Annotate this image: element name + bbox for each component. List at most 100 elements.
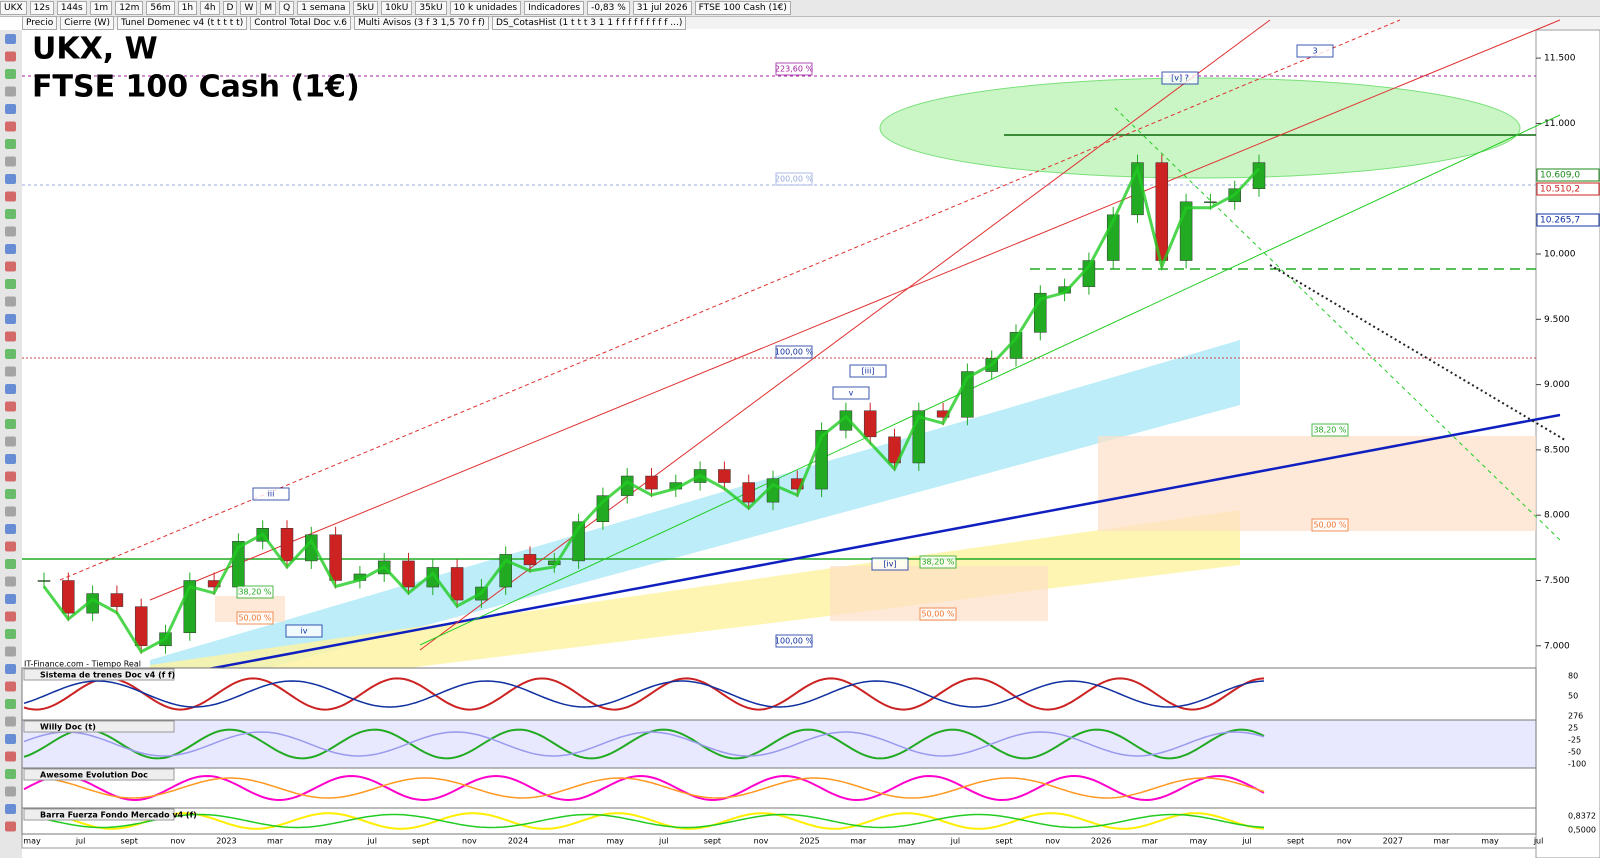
tool-icon (5, 506, 16, 517)
tool-icon (5, 611, 16, 622)
tool-icon (5, 314, 16, 324)
indicator-line (23, 728, 1265, 760)
toolbar-button[interactable]: 4h (200, 1, 220, 15)
layer-toggle[interactable]: Cierre (W) (60, 16, 114, 30)
toolbar-button[interactable]: 10 k unidades (449, 1, 522, 15)
candle (863, 410, 877, 438)
toolbar-button[interactable]: UKX (0, 1, 27, 15)
tool-icon (5, 51, 16, 62)
tool-icon (5, 699, 16, 709)
toolbar-button[interactable]: D (222, 1, 238, 15)
layer-toggle[interactable]: Multi Avisos (3 f 3 1,5 70 f f) (353, 16, 489, 30)
indicator-line (23, 813, 1265, 829)
annotation-box (919, 607, 957, 621)
toolbar-button[interactable]: 5kU (352, 1, 379, 15)
toolbar-button[interactable]: -0,83 % (587, 1, 630, 15)
toolbar-button[interactable]: 35kU (415, 1, 447, 15)
x-tick-label: 2024 (508, 837, 528, 846)
panel-title: Sistema de trenes Doc v4 (f f) (40, 671, 175, 680)
annotation: 223,60 % (775, 65, 814, 74)
panel (21, 807, 1537, 835)
annotation: 3 (1312, 47, 1317, 56)
toolbar-button[interactable]: 1h (177, 1, 198, 15)
toolbar-button[interactable]: 31 jul 2026 (632, 1, 692, 15)
x-tick-label: sept (121, 837, 138, 846)
toolbar-button[interactable]: 10kU (381, 1, 413, 15)
toolbar-button[interactable]: 144s (56, 1, 87, 15)
time-axis (21, 833, 1537, 849)
toolbar-button[interactable]: 56m (146, 1, 175, 15)
x-tick-label: 2023 (216, 837, 236, 846)
annotation-box (832, 386, 870, 400)
layer-bar: Precio Cierre (W) Tunel Domenec v4 (t t t … (22, 16, 1600, 30)
x-tick-label: may (606, 837, 624, 846)
y-tick-label: 11.000 (1544, 119, 1576, 129)
x-tick-label: mar (559, 837, 576, 846)
toolbar-button[interactable]: FTSE 100 Cash (1€) (694, 1, 791, 15)
tool-icon (5, 576, 16, 587)
price-tag: 10.609,0 (1540, 171, 1580, 181)
x-tick-label: 2026 (1091, 837, 1111, 846)
tool-icon (5, 454, 16, 464)
annotation: 38,20 % (238, 588, 271, 597)
toolbar-button[interactable]: 12s (29, 1, 54, 15)
title: UKX, W (32, 32, 158, 67)
x-tick-label: mar (1142, 837, 1159, 846)
candle (110, 593, 124, 607)
tool-icon (5, 821, 16, 832)
x-tick-label: may (1481, 837, 1499, 846)
tool-icon (5, 664, 16, 674)
tool-icon (5, 734, 16, 744)
x-tick-label: jul (950, 837, 961, 846)
annotation-box (1161, 71, 1199, 85)
panel-title: Barra Fuerza Fondo Mercado v4 (f) (40, 811, 197, 820)
y-tick-label: 9.500 (1544, 315, 1570, 325)
toolbar-button[interactable]: Q (279, 1, 295, 15)
candle (134, 606, 148, 647)
panel-axis-label: 276 (1568, 712, 1583, 721)
drawings (22, 19, 1566, 700)
x-tick-label: may (23, 837, 41, 846)
layer-toggle[interactable]: Control Total Doc v.6 (250, 16, 351, 30)
toolbar-button[interactable]: 1m (89, 1, 113, 15)
y-tick-label: 7.500 (1544, 576, 1570, 586)
annotation-box (775, 634, 813, 648)
price-axis (1535, 29, 1600, 858)
toolbar-button[interactable]: M (260, 1, 277, 15)
layer-toggle[interactable]: DS_CotasHist (1 t t t 3 1 1 f f f f f f … (491, 16, 687, 30)
source: IT-Finance.com - Tiempo Real (24, 660, 141, 669)
x-tick-label: jul (75, 837, 86, 846)
price-tag: 10.265,7 (1540, 216, 1580, 226)
toolbar-button[interactable]: Indicadores (524, 1, 585, 15)
candle (62, 580, 75, 614)
moving-average (42, 164, 1261, 654)
x-tick-label: nov (1045, 837, 1060, 846)
x-tick-label: jul (366, 837, 377, 846)
panel-axis-label: 0,8372 (1568, 812, 1596, 821)
toolbar-button[interactable]: 12m (115, 1, 144, 15)
tool-icon (5, 751, 16, 762)
price-tag-bg (1536, 182, 1600, 196)
panel-axis-label: -50 (1568, 748, 1581, 757)
panel (21, 719, 1537, 769)
x-tick-label: sept (1287, 837, 1304, 846)
toolbar-button[interactable]: 1 semana (297, 1, 350, 15)
layer-toggle[interactable]: Precio (22, 16, 58, 30)
toolbar-button[interactable]: W (240, 1, 258, 15)
tool-icon (5, 296, 16, 307)
tool-icon (5, 436, 16, 447)
tool-icon (5, 401, 16, 412)
candle (37, 580, 51, 582)
tool-icon (5, 646, 16, 657)
y-tick-label: 8.500 (1544, 445, 1570, 455)
tool-icon (5, 156, 16, 167)
layer-toggle[interactable]: Tunel Domenec v4 (t t t t t) (116, 16, 248, 30)
panel-axis-label: -100 (1568, 760, 1586, 769)
tool-icon (5, 471, 16, 482)
candle (718, 469, 731, 483)
x-tick-label: nov (170, 837, 185, 846)
panel-axis-label: 80 (1568, 672, 1578, 681)
